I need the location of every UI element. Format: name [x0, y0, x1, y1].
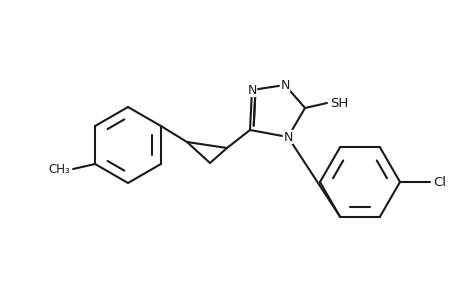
Text: N: N	[280, 79, 289, 92]
Text: SH: SH	[329, 97, 347, 110]
Text: Cl: Cl	[432, 176, 445, 188]
Text: N: N	[247, 83, 256, 97]
Text: CH₃: CH₃	[48, 163, 70, 176]
Text: N: N	[283, 130, 292, 143]
